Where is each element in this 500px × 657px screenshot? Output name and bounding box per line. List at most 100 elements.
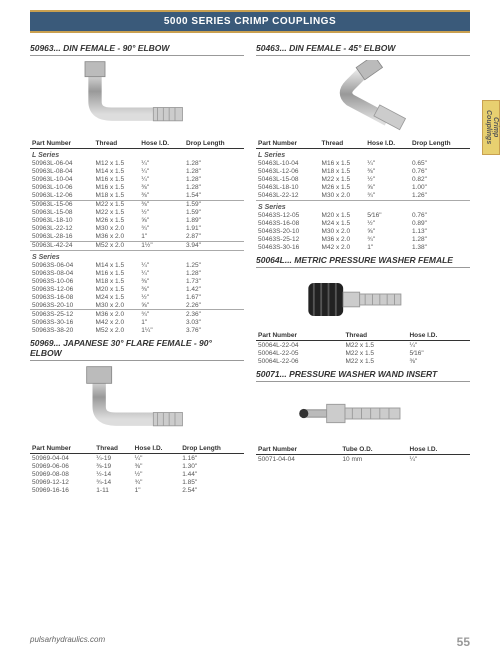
series-label: S Series	[30, 250, 244, 261]
washer-female-icon	[290, 272, 437, 327]
row-group: 50963S-06-04M14 x 1.5¼"1.25"50963S-08-04…	[30, 261, 244, 310]
table-row: 50969-12-12¾-14¾"1.85"	[30, 478, 244, 486]
left-column: 50963... DIN FEMALE - 90° ELBOW Part Num…	[30, 39, 244, 494]
section-title-50463: 50463... DIN FEMALE - 45° ELBOW	[256, 43, 470, 56]
table-cell: M26 x 1.5	[94, 217, 140, 225]
col-header: Hose I.D.	[407, 331, 470, 341]
table-cell: 1.26"	[410, 192, 470, 201]
table-cell: 3.03"	[184, 318, 244, 326]
table-cell: 1.38"	[410, 243, 470, 251]
table-cell: 50963S-30-16	[30, 318, 94, 326]
table-cell: ¾"	[365, 235, 410, 243]
table-cell: ¾"	[139, 225, 184, 233]
table-cell: 50963S-12-06	[30, 285, 94, 293]
table-cell: M16 x 1.5	[94, 176, 140, 184]
table-cell: M26 x 1.5	[320, 184, 366, 192]
product-image-50071	[256, 386, 470, 441]
row-group: 50963L-15-06M22 x 1.5⅜"1.59"50963L-15-08…	[30, 200, 244, 241]
table-cell: 2.36"	[184, 310, 244, 319]
table-cell: 1.54"	[184, 192, 244, 201]
table-row: 50463S-20-10M30 x 2.0⅝"1.13"	[256, 227, 470, 235]
table-cell: 1.28"	[184, 160, 244, 168]
table-cell: 50963L-42-24	[30, 241, 94, 250]
table-cell: M18 x 1.5	[94, 192, 140, 201]
row-group: 50969-04-04¼-19¼"1.16"50969-06-06⅜-19⅜"1…	[30, 454, 244, 495]
table-cell: M22 x 1.5	[94, 200, 140, 209]
table-cell: ⅜"	[139, 184, 184, 192]
table-cell: ⅜-19	[94, 462, 132, 470]
table-cell: 3.76"	[184, 326, 244, 334]
table-row: 50463S-12-05M20 x 1.55⁄16"0.76"	[256, 211, 470, 219]
table-cell: 50463S-20-10	[256, 227, 320, 235]
table-cell: ½"	[365, 176, 410, 184]
table-cell: 50963S-08-04	[30, 269, 94, 277]
table-row: 50963S-30-16M42 x 2.01"3.03"	[30, 318, 244, 326]
table-cell: ⅝"	[365, 184, 410, 192]
table-row: 50963L-28-16M36 x 2.01"2.87"	[30, 233, 244, 242]
table-cell: M18 x 1.5	[320, 168, 366, 176]
table-cell: 0.76"	[410, 211, 470, 219]
table-cell: ¼"	[139, 168, 184, 176]
table-cell: ¼"	[408, 455, 470, 464]
table-cell: 50463S-16-08	[256, 219, 320, 227]
table-cell: 1.28"	[184, 168, 244, 176]
table-cell: 50463L-10-04	[256, 160, 320, 168]
col-header: Drop Length	[180, 444, 244, 454]
table-cell: 1.91"	[184, 225, 244, 233]
table-cell: M18 x 1.5	[94, 277, 140, 285]
table-cell: M24 x 1.5	[94, 293, 140, 301]
table-cell: 50963L-10-06	[30, 184, 94, 192]
table-cell: 0.76"	[410, 168, 470, 176]
table-cell: 50463L-22-12	[256, 192, 320, 201]
table-row: 50963S-06-04M14 x 1.5¼"1.25"	[30, 261, 244, 269]
product-image-50463	[256, 60, 470, 135]
table-row: 50963S-10-06M18 x 1.5⅜"1.73"	[30, 277, 244, 285]
table-cell: ⅜"	[407, 357, 470, 365]
table-cell: M20 x 1.5	[320, 211, 366, 219]
col-header: Part Number	[30, 444, 94, 454]
table-cell: 1.59"	[184, 200, 244, 209]
table-cell: 1.00"	[410, 184, 470, 192]
table-row: 50463S-30-16M42 x 2.01"1.38"	[256, 243, 470, 251]
section-title-50064: 50064L... METRIC PRESSURE WASHER FEMALE	[256, 255, 470, 268]
table-cell: 2.26"	[184, 301, 244, 310]
table-cell: 50969-04-04	[30, 454, 94, 463]
table-cell: ⅝"	[365, 227, 410, 235]
table-cell: M22 x 1.5	[343, 357, 407, 365]
table-cell: 50064L-22-06	[256, 357, 343, 365]
table-cell: M20 x 1.5	[94, 285, 140, 293]
table-cell: M14 x 1.5	[94, 168, 140, 176]
table-cell: M24 x 1.5	[320, 219, 366, 227]
table-cell: ¼"	[407, 341, 470, 350]
table-cell: ⅜"	[365, 168, 410, 176]
elbow-45-icon	[296, 60, 429, 135]
table-cell: 50963S-16-08	[30, 293, 94, 301]
table-cell: 50969-06-06	[30, 462, 94, 470]
table-cell: 1.13"	[410, 227, 470, 235]
table-50963: Part Number Thread Hose I.D. Drop Length…	[30, 139, 244, 334]
table-cell: M30 x 2.0	[94, 301, 140, 310]
series-label: L Series	[256, 149, 470, 160]
table-cell: 1-11	[94, 486, 132, 494]
table-cell: ¼"	[139, 261, 184, 269]
table-cell: 50963S-25-12	[30, 310, 94, 319]
table-cell: M22 x 1.5	[343, 349, 407, 357]
table-row: 50463L-18-10M26 x 1.5⅝"1.00"	[256, 184, 470, 192]
col-header: Hose I.D.	[408, 445, 470, 455]
product-image-50963	[30, 60, 244, 135]
table-cell: 1"	[365, 243, 410, 251]
table-cell: 1.28"	[184, 176, 244, 184]
table-cell: ¼"	[139, 269, 184, 277]
table-cell: M22 x 1.5	[343, 341, 407, 350]
table-cell: M30 x 2.0	[320, 192, 366, 201]
table-50064: Part Number Thread Hose I.D. 50064L-22-0…	[256, 331, 470, 365]
table-cell: ½"	[139, 293, 184, 301]
col-header: Hose I.D.	[365, 139, 410, 149]
table-50463: Part Number Thread Hose I.D. Drop Length…	[256, 139, 470, 251]
table-cell: 1.28"	[184, 184, 244, 192]
table-row: 50463L-15-08M22 x 1.5½"0.82"	[256, 176, 470, 184]
col-header: Part Number	[30, 139, 94, 149]
table-cell: 5⁄16"	[407, 349, 470, 357]
table-row: 50963L-12-06M18 x 1.5⅜"1.54"	[30, 192, 244, 201]
table-row: 50963L-42-24M52 x 2.01½"3.94"	[30, 241, 244, 250]
